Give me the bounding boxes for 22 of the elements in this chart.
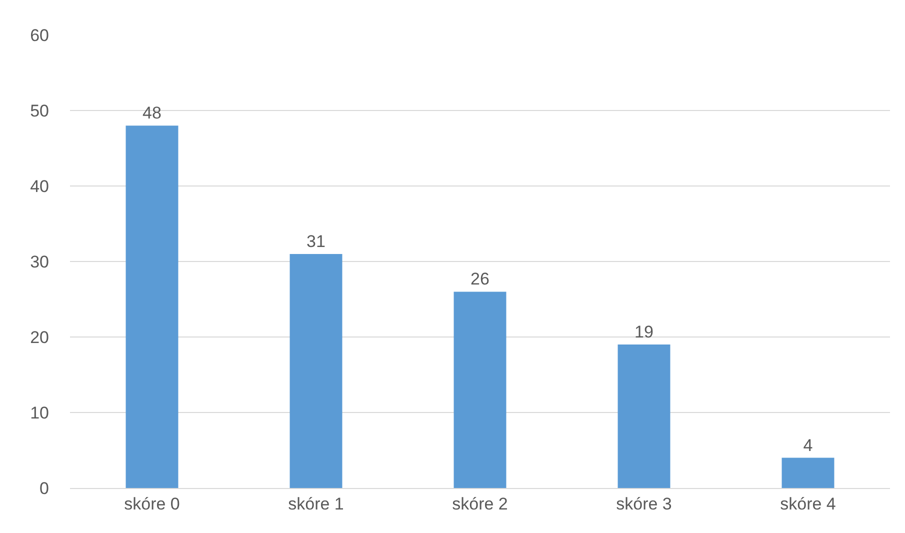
x-tick-label: skóre 1 — [288, 494, 344, 514]
data-label: 19 — [634, 322, 654, 342]
y-tick-label: 20 — [30, 328, 49, 347]
bar — [126, 126, 178, 488]
x-tick-label: skóre 0 — [124, 494, 180, 514]
x-tick-label: skóre 2 — [452, 494, 508, 514]
data-label: 26 — [470, 270, 490, 289]
y-tick-label: 60 — [30, 26, 49, 45]
y-tick-label: 30 — [30, 252, 49, 272]
data-label: 48 — [142, 104, 162, 123]
y-tick-label: 50 — [30, 101, 49, 120]
y-tick-label: 40 — [30, 176, 49, 196]
bar — [618, 344, 670, 488]
bar — [454, 292, 506, 488]
y-tick-label: 10 — [30, 403, 49, 422]
x-tick-label: skóre 4 — [780, 494, 836, 514]
y-tick-label: 0 — [40, 478, 49, 498]
bar — [290, 254, 342, 488]
bar — [782, 458, 834, 488]
data-label: 31 — [306, 232, 326, 251]
data-label: 4 — [803, 436, 813, 455]
x-tick-label: skóre 3 — [616, 494, 672, 514]
